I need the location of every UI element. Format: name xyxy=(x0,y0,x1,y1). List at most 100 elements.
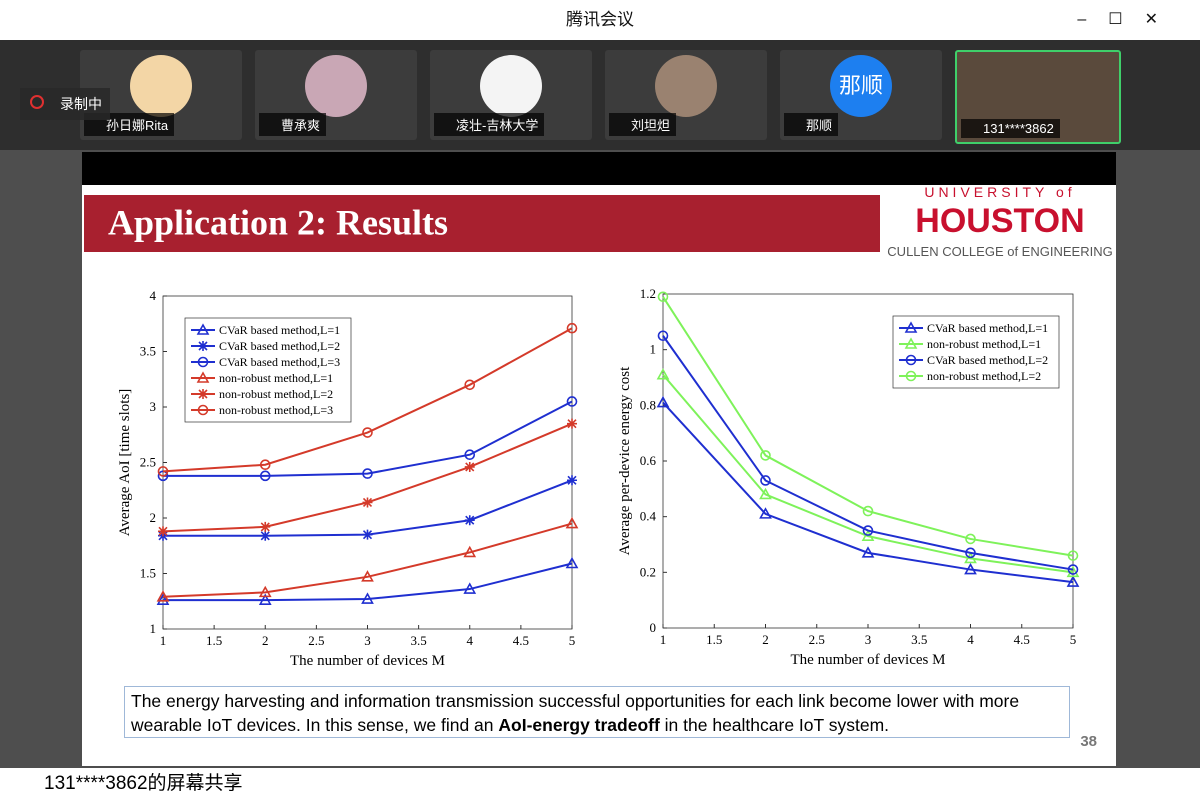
legend-label: CVaR based method,L=2 xyxy=(927,353,1048,367)
y-tick-label: 4 xyxy=(150,288,157,303)
legend-label: non-robust method,L=1 xyxy=(927,337,1041,351)
marker xyxy=(656,395,670,408)
marker xyxy=(565,556,579,569)
marker xyxy=(861,546,875,558)
series-line xyxy=(162,327,573,473)
legend-marker xyxy=(196,371,210,383)
x-tick-label: 1.5 xyxy=(706,632,722,647)
marker xyxy=(258,585,272,598)
series-line xyxy=(163,479,573,537)
marker xyxy=(862,505,874,517)
marker xyxy=(759,507,772,519)
y-tick-label: 3.5 xyxy=(140,344,156,359)
caption-bold: AoI-energy tradeoff xyxy=(498,715,660,735)
y-tick-label: 1.2 xyxy=(640,286,656,301)
x-axis-label: The number of devices M xyxy=(791,652,946,668)
marker xyxy=(657,330,669,342)
x-tick-label: 3.5 xyxy=(911,632,927,647)
marker xyxy=(964,562,977,575)
marker xyxy=(464,515,475,526)
x-tick-label: 4 xyxy=(467,633,474,648)
participant-tile[interactable]: 那顺 那顺 xyxy=(780,50,942,140)
caption-text: The energy harvesting and information tr… xyxy=(131,691,1020,735)
slide-title: Application 2: Results xyxy=(108,202,448,242)
title-banner xyxy=(84,195,880,252)
series-line xyxy=(162,522,573,598)
y-tick-label: 0.4 xyxy=(640,509,657,524)
participant-name: 那顺 xyxy=(784,113,839,136)
marker xyxy=(565,516,579,529)
y-tick-label: 2 xyxy=(150,510,157,525)
y-tick-label: 0.8 xyxy=(640,397,656,412)
legend-marker xyxy=(198,341,208,351)
marker xyxy=(567,475,577,486)
legend-marker xyxy=(905,354,917,366)
participant-strip: 孙日娜Rita 曹承爽 凌壮-吉林大学 刘坦炟 那顺 那顺 131****3862… xyxy=(0,40,1200,150)
series-line xyxy=(662,374,1074,574)
marker xyxy=(1067,564,1079,575)
marker xyxy=(259,470,271,482)
marker xyxy=(862,525,874,536)
window-title: 腾讯会议 xyxy=(566,10,634,29)
y-tick-label: 1.5 xyxy=(140,566,156,581)
marker xyxy=(964,551,977,564)
marker xyxy=(1067,550,1079,561)
logo-top: UNIVERSITY of xyxy=(924,184,1075,200)
legend-marker xyxy=(197,356,209,368)
series-line xyxy=(662,401,1074,584)
marker xyxy=(760,475,771,486)
y-tick-label: 0.2 xyxy=(640,564,656,579)
participant-tile[interactable]: 刘坦炟 xyxy=(605,50,767,140)
legend-label: CVaR based method,L=3 xyxy=(219,355,340,369)
marker xyxy=(760,450,771,461)
legend-marker xyxy=(197,404,209,416)
participant-tile[interactable]: 131****3862 xyxy=(955,50,1121,144)
participant-tile[interactable]: 曹承爽 xyxy=(255,50,417,140)
y-tick-label: 0 xyxy=(650,620,657,635)
marker xyxy=(965,547,976,559)
logo-sub: CULLEN COLLEGE of ENGINEERING xyxy=(887,244,1112,259)
x-tick-label: 2 xyxy=(762,632,769,647)
marker xyxy=(657,291,669,303)
marker xyxy=(361,570,374,582)
y-axis-label: Average per-device energy cost xyxy=(617,366,633,555)
y-tick-label: 1 xyxy=(150,621,157,636)
marker xyxy=(259,459,271,471)
x-tick-label: 2 xyxy=(262,633,269,648)
marker xyxy=(156,593,170,605)
marker xyxy=(258,593,272,605)
legend-marker xyxy=(904,337,918,349)
y-tick-label: 0.6 xyxy=(640,453,657,468)
participant-tile[interactable]: 凌壮-吉林大学 xyxy=(430,50,592,140)
legend-marker xyxy=(905,370,917,382)
legend-label: non-robust method,L=2 xyxy=(927,369,1041,383)
marker xyxy=(1066,575,1080,587)
series-line xyxy=(662,335,1074,571)
marker xyxy=(362,427,373,438)
legend-marker xyxy=(196,323,210,335)
x-tick-label: 2.5 xyxy=(809,632,825,647)
legend-label: CVaR based method,L=1 xyxy=(219,323,340,337)
legend-label: CVaR based method,L=1 xyxy=(927,321,1048,335)
x-tick-label: 5 xyxy=(1070,632,1077,647)
legend-marker xyxy=(904,321,918,333)
x-tick-label: 4.5 xyxy=(513,633,529,648)
x-tick-label: 1 xyxy=(160,633,167,648)
legend-box xyxy=(184,317,352,423)
page-number: 38 xyxy=(1080,733,1097,750)
marker xyxy=(362,497,373,508)
legend-label: non-robust method,L=2 xyxy=(219,387,333,401)
participant-name: 凌壮-吉林大学 xyxy=(434,113,545,136)
legend-marker xyxy=(198,389,208,399)
window-controls[interactable]: –☐✕ xyxy=(1077,11,1180,28)
avatar: 那顺 xyxy=(830,55,892,117)
recording-badge[interactable]: 录制中 xyxy=(20,88,110,120)
participant-name: 刘坦炟 xyxy=(609,113,677,136)
x-tick-label: 1 xyxy=(660,632,667,647)
logo-main: HOUSTON xyxy=(915,202,1084,240)
marker xyxy=(157,470,169,482)
x-axis-label: The number of devices M xyxy=(290,653,445,669)
marker xyxy=(260,530,271,541)
